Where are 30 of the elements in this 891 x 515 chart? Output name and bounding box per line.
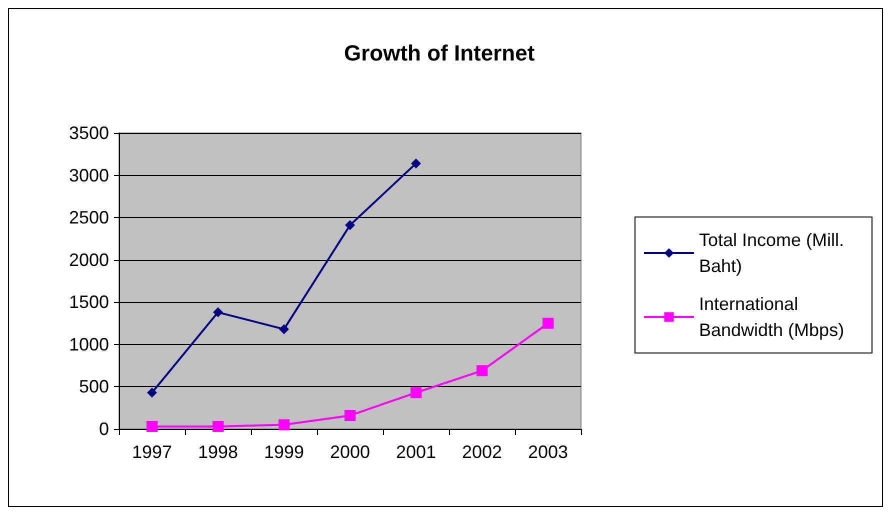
- y-tick-label: 500: [78, 376, 109, 397]
- legend-label: Total Income (Mill. Baht): [699, 230, 850, 276]
- point: [278, 419, 290, 430]
- x-tick-label: 1999: [264, 442, 304, 462]
- chart-title: Growth of Internet: [344, 40, 536, 66]
- y-tick-label: 0: [98, 419, 109, 439]
- x-tick-label: 2001: [396, 442, 436, 462]
- point: [212, 420, 224, 432]
- legend-label: International Bandwidth (Mbps): [699, 294, 844, 340]
- point: [345, 220, 355, 230]
- y-tick-label: 2500: [68, 208, 109, 228]
- point: [279, 324, 289, 334]
- x-tick-label: 1997: [132, 442, 172, 462]
- y-tick-label: 3000: [68, 165, 109, 186]
- point: [147, 388, 157, 398]
- y-tick-label: 1500: [68, 292, 109, 312]
- y-tick-label: 3500: [68, 123, 109, 143]
- point: [146, 420, 158, 432]
- point: [213, 307, 223, 318]
- x-tick-label: 2003: [528, 442, 568, 462]
- point: [411, 158, 421, 168]
- y-tick-label: 2000: [68, 250, 109, 270]
- point: [542, 318, 554, 329]
- x-tick-label: 1998: [198, 442, 238, 462]
- point: [410, 387, 422, 398]
- x-tick-label: 2002: [462, 442, 502, 462]
- point: [344, 410, 356, 421]
- y-tick-label: 1000: [68, 334, 109, 354]
- x-tick-label: 2000: [330, 442, 370, 462]
- point: [476, 365, 488, 376]
